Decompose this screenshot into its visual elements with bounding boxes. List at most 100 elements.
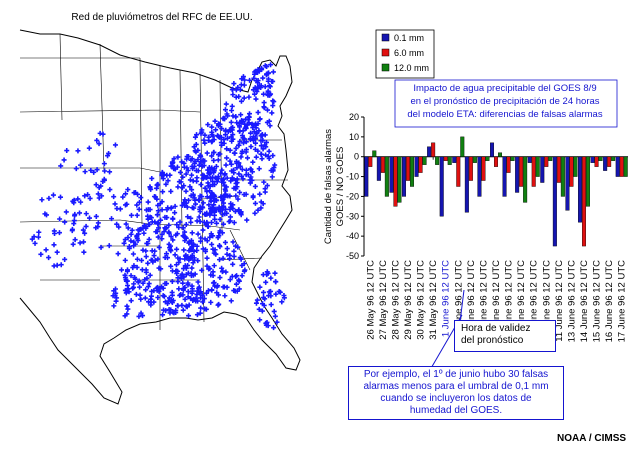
- gauge-marker: [122, 237, 128, 243]
- gauge-marker: [263, 139, 269, 145]
- gauge-marker: [164, 255, 170, 261]
- gauge-marker: [207, 234, 213, 240]
- gauge-marker: [229, 107, 235, 113]
- gauge-marker: [78, 199, 84, 205]
- gauge-marker: [241, 136, 247, 142]
- gauge-marker: [272, 313, 278, 319]
- gauge-marker: [220, 212, 226, 218]
- gauge-marker: [93, 213, 99, 219]
- gauge-marker: [142, 295, 148, 301]
- gauge-marker: [168, 233, 174, 239]
- gauge-marker: [173, 232, 179, 238]
- legend-label: 0.1 mm: [394, 33, 424, 43]
- bar: [573, 156, 578, 177]
- gauge-marker: [194, 312, 200, 318]
- legend-swatch: [381, 33, 390, 42]
- gauge-marker: [156, 265, 162, 271]
- gauge-marker: [140, 247, 146, 253]
- gauge-marker: [239, 118, 245, 124]
- gauge-marker: [270, 78, 276, 84]
- gauge-marker: [223, 193, 229, 199]
- gauge-marker: [263, 152, 269, 158]
- gauge-marker: [224, 284, 230, 290]
- gauge-marker: [195, 157, 201, 163]
- gauge-marker: [57, 216, 63, 222]
- gauge-marker: [98, 183, 104, 189]
- gauge-marker: [205, 122, 211, 128]
- gauge-marker: [61, 157, 67, 163]
- gauge-marker: [124, 303, 130, 309]
- gauge-marker: [245, 155, 251, 161]
- state-borders: [19, 33, 288, 330]
- gauge-marker: [155, 208, 161, 214]
- gauge-marker: [237, 138, 243, 144]
- gauge-marker: [241, 95, 247, 101]
- gauge-marker: [204, 174, 210, 180]
- gauge-marker: [88, 167, 94, 173]
- gauge-marker: [162, 225, 168, 231]
- gauge-marker: [166, 229, 172, 235]
- gauge-marker: [64, 148, 70, 154]
- gauge-marker: [266, 289, 272, 295]
- bar: [414, 156, 419, 177]
- gauge-marker: [268, 275, 274, 281]
- gauge-marker: [82, 230, 88, 236]
- gauge-marker: [264, 71, 270, 77]
- gauge-marker: [271, 325, 277, 331]
- gauge-marker: [69, 228, 75, 234]
- gauge-marker: [141, 222, 147, 228]
- x-tick-label: 26 May 96 12 UTC: [365, 260, 376, 340]
- gauge-marker: [237, 128, 243, 134]
- gauge-marker: [122, 287, 128, 293]
- gauge-marker: [106, 243, 112, 249]
- bar: [485, 156, 490, 161]
- gauge-marker: [261, 179, 267, 185]
- gauge-marker: [179, 302, 185, 308]
- gauge-marker: [163, 251, 169, 257]
- gauge-marker: [263, 320, 269, 326]
- gauge-marker: [91, 169, 97, 175]
- gauge-marker: [252, 91, 258, 97]
- gauge-marker: [105, 153, 111, 159]
- gauge-marker: [180, 307, 186, 313]
- gauge-marker: [217, 230, 223, 236]
- gauge-marker: [258, 205, 264, 211]
- gauge-marker: [223, 101, 229, 107]
- gauge-marker: [83, 223, 89, 229]
- gauge-marker: [180, 233, 186, 239]
- gauge-marker: [42, 211, 48, 217]
- x-tick-label: 14 June 96 12 UTC: [579, 260, 590, 343]
- gauge-marker: [241, 140, 247, 146]
- gauge-marker: [209, 124, 215, 130]
- gauge-marker: [255, 148, 261, 154]
- gauge-marker: [93, 225, 99, 231]
- gauge-marker: [145, 284, 151, 290]
- gauge-marker: [133, 291, 139, 297]
- bar: [515, 156, 520, 193]
- gauge-marker: [121, 240, 127, 246]
- y-axis-label: Cantidad de falsas alarmas GOES / NO GOES: [323, 129, 346, 244]
- gauge-marker: [142, 277, 148, 283]
- gauge-marker: [151, 253, 157, 259]
- gauge-marker: [94, 137, 100, 143]
- gauge-marker: [222, 107, 228, 113]
- gauge-marker: [77, 210, 83, 216]
- bar: [506, 156, 511, 173]
- gauge-marker: [146, 299, 152, 305]
- gauge-marker: [134, 256, 140, 262]
- bar: [565, 156, 570, 211]
- y-tick-label: -20: [346, 191, 359, 201]
- gauge-marker: [194, 291, 200, 297]
- gauge-marker: [161, 172, 167, 178]
- gauge-marker: [236, 171, 242, 177]
- gauge-marker: [143, 269, 149, 275]
- gauge-marker: [216, 301, 222, 307]
- gauge-marker: [239, 133, 245, 139]
- gauge-marker: [203, 249, 209, 255]
- gauge-marker: [210, 182, 216, 188]
- gauge-marker: [188, 255, 194, 261]
- bar: [435, 156, 440, 165]
- gauge-marker: [231, 253, 237, 259]
- chart-title-line: Impacto de agua precipitable del GOES 8/…: [413, 83, 596, 94]
- gauge-marker: [277, 289, 283, 295]
